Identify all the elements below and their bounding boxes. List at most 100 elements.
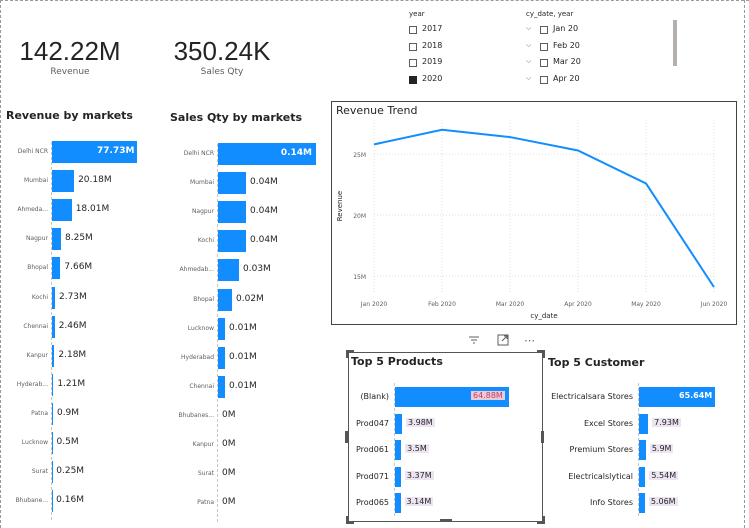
bar-data-label: 0.04M xyxy=(250,206,278,217)
kpi-sales-qty-label: Sales Qty xyxy=(200,67,244,77)
bar-data-label: 0.02M xyxy=(236,293,264,304)
slicer-scrollbar[interactable] xyxy=(673,20,677,66)
date-slicer-item[interactable]: ⌵ Mar 20 xyxy=(522,57,662,71)
chevron-down-icon[interactable]: ⌵ xyxy=(526,73,532,82)
date-slicer-checkbox[interactable] xyxy=(540,75,548,84)
bar[interactable] xyxy=(218,143,316,165)
selection-handle[interactable] xyxy=(440,519,452,522)
year-slicer-checkbox[interactable] xyxy=(409,59,417,67)
top-products-chart[interactable]: Top 5 Products (Blank) 64.88M Prod047 3.98M… xyxy=(348,352,543,522)
category-axis-line xyxy=(51,142,52,521)
bar[interactable] xyxy=(218,259,239,282)
bar[interactable] xyxy=(218,201,246,224)
bar-category-label: Patna xyxy=(31,409,48,417)
bar-category-label: Kochi xyxy=(31,293,48,301)
bar[interactable] xyxy=(52,432,53,454)
top-customers-title: Top 5 Customer xyxy=(548,356,645,369)
date-slicer-item[interactable]: ⌵ Feb 20 xyxy=(522,41,662,55)
page-border-left xyxy=(0,0,1,528)
bar[interactable] xyxy=(218,288,232,311)
selection-handle[interactable] xyxy=(345,431,348,443)
bar[interactable] xyxy=(218,230,246,253)
x-tick-label: Mar 2020 xyxy=(496,301,525,308)
bar[interactable] xyxy=(52,286,55,309)
year-slicer-item[interactable]: 2017 xyxy=(406,24,506,38)
date-slicer-item[interactable]: ⌵ Apr 20 xyxy=(522,74,662,88)
bar-data-label: 0.16M xyxy=(56,495,84,506)
bar[interactable] xyxy=(52,141,137,163)
customer-bar[interactable] xyxy=(639,466,646,487)
bar[interactable] xyxy=(52,315,55,338)
date-slicer-item[interactable]: ⌵ Jan 20 xyxy=(522,24,662,38)
more-options-icon[interactable]: ⋯ xyxy=(524,334,535,347)
chevron-down-icon[interactable]: ⌵ xyxy=(526,40,532,49)
filter-icon[interactable] xyxy=(468,335,480,348)
bar[interactable] xyxy=(52,170,75,193)
selection-handle[interactable] xyxy=(541,431,544,443)
top-products-title: Top 5 Products xyxy=(351,355,443,368)
revenue-trend-plot[interactable]: 25M 20M 15M Jan 2020 Feb 2020 Mar 2020 Apr 202… xyxy=(332,102,736,324)
date-slicer-checkbox[interactable] xyxy=(540,59,548,67)
selection-handle[interactable] xyxy=(537,516,545,524)
bar-data-label: 8.25M xyxy=(65,233,93,244)
product-category-label: Prod065 xyxy=(355,498,389,507)
bar-category-label: Chennai xyxy=(189,382,214,390)
year-slicer-checkbox[interactable] xyxy=(409,42,417,51)
kpi-card-revenue[interactable]: 142.22M Revenue xyxy=(10,36,130,77)
customer-category-label: Electricalslytical xyxy=(568,471,633,481)
date-slicer-label: Apr 20 xyxy=(553,73,580,83)
bar[interactable] xyxy=(52,373,54,396)
customer-data-label: 65.64M xyxy=(679,391,713,400)
product-bar[interactable] xyxy=(395,466,401,487)
date-slicer[interactable]: cy_date, year ⌵ Jan 20 ⌵ Feb 20 ⌵ Mar 20 ⌵ Apr … xyxy=(522,8,662,92)
customer-category-label: Excel Stores xyxy=(583,418,633,428)
year-slicer-item[interactable]: 2020 xyxy=(406,74,506,88)
bar-category-label: Delhi NCR xyxy=(17,148,48,155)
date-slicer-checkbox[interactable] xyxy=(540,26,548,34)
revenue-by-markets-chart[interactable]: Revenue by markets Delhi NCR 77.73M Mumbai… xyxy=(4,104,144,521)
customer-bar[interactable] xyxy=(639,387,715,407)
year-slicer-item[interactable]: 2018 xyxy=(406,41,506,55)
top-customers-chart[interactable]: Top 5 Customer Electricalsara Stores 65.6… xyxy=(546,352,742,522)
chevron-down-icon[interactable]: ⌵ xyxy=(526,57,532,65)
customer-bar[interactable] xyxy=(639,413,649,434)
product-bar[interactable] xyxy=(395,493,401,513)
product-bar[interactable] xyxy=(395,413,402,434)
product-bar[interactable] xyxy=(395,440,402,460)
bar[interactable] xyxy=(218,172,246,195)
year-slicer-checkbox[interactable] xyxy=(409,26,417,34)
bar[interactable] xyxy=(218,317,225,340)
bar-category-label: Bhopal xyxy=(193,295,214,303)
bar-category-label: Delhi NCR xyxy=(183,150,214,157)
x-tick-label: Feb 2020 xyxy=(428,301,456,308)
year-slicer-checkbox[interactable] xyxy=(409,75,417,84)
bar[interactable] xyxy=(218,375,225,398)
customer-data-label: 5.9M xyxy=(649,444,674,453)
selection-handle[interactable] xyxy=(346,350,354,358)
bar-data-label: 0M xyxy=(222,409,236,420)
bar[interactable] xyxy=(218,346,225,369)
bar[interactable] xyxy=(52,199,72,222)
chevron-down-icon[interactable]: ⌵ xyxy=(526,24,532,32)
customer-bar[interactable] xyxy=(639,493,645,513)
bar[interactable] xyxy=(52,228,62,251)
revenue-trend-chart[interactable]: Revenue Trend 25M 20M 15M Jan 2020 Feb 2020 M… xyxy=(331,101,737,325)
year-slicer[interactable]: year 2017 2018 2019 2020 xyxy=(406,8,506,92)
bar[interactable] xyxy=(52,344,55,367)
bar-data-label: 0.04M xyxy=(250,235,278,246)
bar-category-label: Kochi xyxy=(197,237,214,245)
revenue-line[interactable] xyxy=(373,128,715,288)
selection-handle[interactable] xyxy=(346,516,354,524)
kpi-card-sales-qty[interactable]: 350.24K Sales Qty xyxy=(160,36,284,77)
bar-category-label: Ahmedab... xyxy=(179,266,214,274)
bar[interactable] xyxy=(52,257,61,280)
x-tick-label: Jan 2020 xyxy=(360,301,388,308)
customer-bar[interactable] xyxy=(639,440,646,460)
focus-mode-icon[interactable] xyxy=(497,334,509,349)
year-slicer-item[interactable]: 2019 xyxy=(406,57,506,71)
bar-data-label: 77.73M xyxy=(97,146,135,156)
selection-handle[interactable] xyxy=(537,350,545,358)
bar[interactable] xyxy=(52,402,53,425)
date-slicer-checkbox[interactable] xyxy=(540,42,548,51)
qty-by-markets-chart[interactable]: Sales Qty by markets Delhi NCR 0.14M Mumba… xyxy=(168,104,318,523)
